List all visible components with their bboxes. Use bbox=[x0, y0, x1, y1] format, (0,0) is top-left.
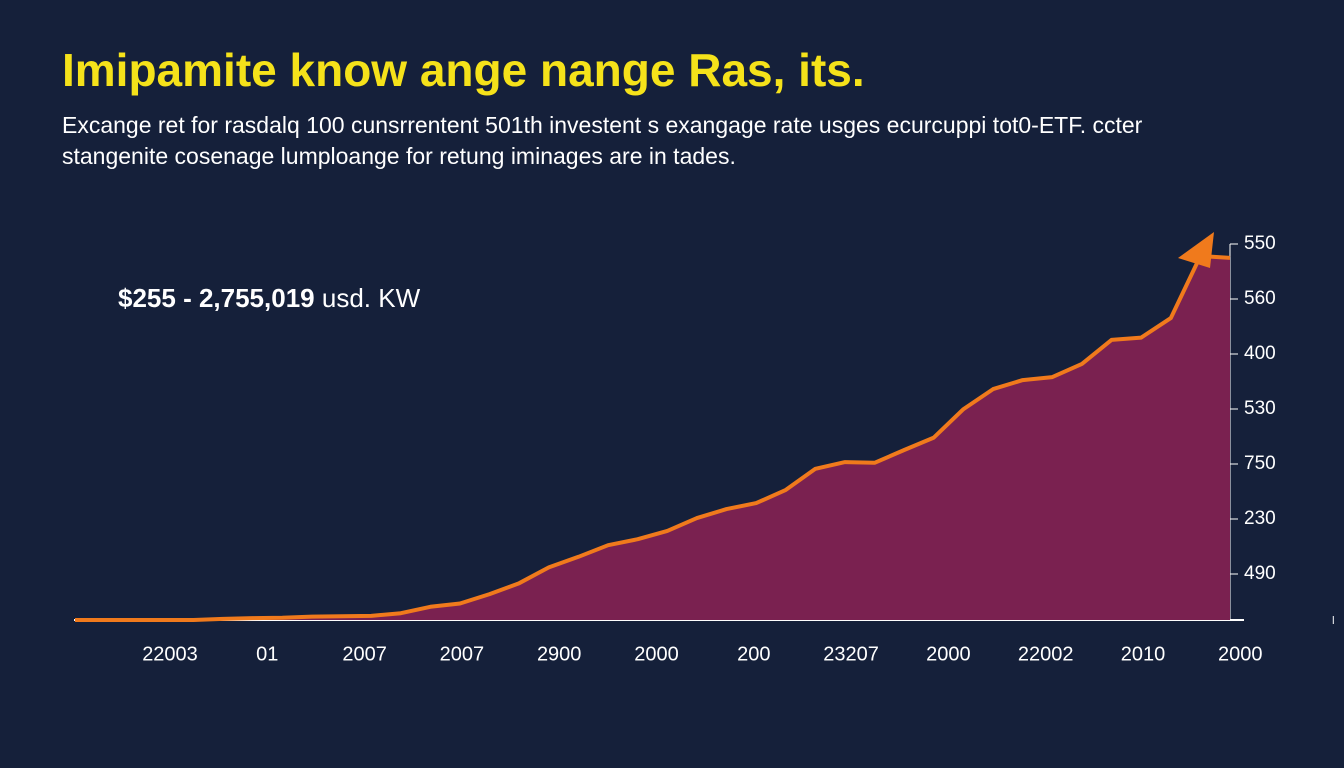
y-tick-label: 550 bbox=[1244, 233, 1276, 254]
x-tick-label: 23207 bbox=[823, 643, 879, 665]
x-tick-label: 2007 bbox=[440, 643, 485, 665]
annotation-bold: $255 - 2,755,019 bbox=[118, 283, 315, 313]
x-tick-label: 200 bbox=[737, 643, 770, 665]
x-tick-label: 2007 bbox=[342, 643, 387, 665]
x-tick-label: 01 bbox=[256, 643, 278, 665]
y-tick-label: 530 bbox=[1244, 398, 1276, 419]
y-tick-label: 490 bbox=[1244, 563, 1276, 584]
chart-title: Imipamite know ange nange Ras, its. bbox=[62, 44, 865, 96]
x-tick-label: 2000 bbox=[1218, 643, 1263, 665]
x-tick-label: 2000 bbox=[634, 643, 679, 665]
line bbox=[75, 254, 1231, 622]
subtitle: Excange ret for rasdalq 100 cunsrrentent… bbox=[62, 112, 1143, 138]
y-tick-label: 400 bbox=[1244, 343, 1276, 364]
x-tick-label: 2900 bbox=[537, 643, 582, 665]
annotation-rest: usd. KW bbox=[322, 283, 421, 313]
x-tick-label: 2000 bbox=[926, 643, 971, 665]
y-tick-label: 560 bbox=[1244, 288, 1276, 309]
y-tick-label: 750 bbox=[1244, 453, 1276, 474]
x-tick-label: 22003 bbox=[142, 643, 198, 665]
area bbox=[75, 256, 1230, 620]
subtitle: stangenite cosenage lumploange for retun… bbox=[62, 143, 736, 169]
x-tick-label: 22002 bbox=[1018, 643, 1074, 665]
y-tick-label: 230 bbox=[1244, 508, 1276, 529]
annotation: $255 - 2,755,019 usd. KW bbox=[118, 283, 421, 313]
x-tick-label: 2010 bbox=[1121, 643, 1166, 665]
arrow-head bbox=[1178, 232, 1214, 268]
